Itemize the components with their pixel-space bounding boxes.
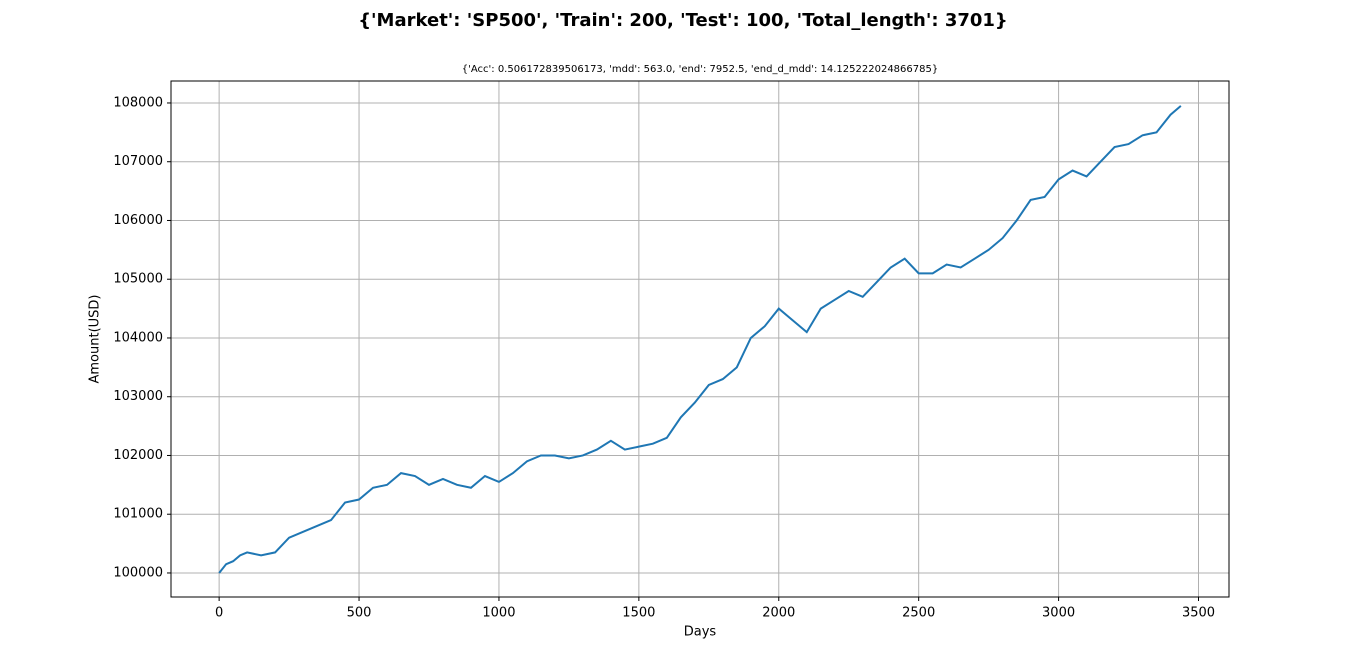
x-tick-label: 2500 (902, 606, 935, 621)
y-tick-label: 107000 (113, 154, 163, 169)
y-tick-label: 104000 (113, 330, 163, 345)
y-tick-label: 108000 (113, 95, 163, 110)
plot-frame (170, 80, 1230, 598)
x-tick-label: 500 (347, 606, 372, 621)
y-tick-label: 100000 (113, 565, 163, 580)
chart-subtitle: {'Acc': 0.506172839506173, 'mdd': 563.0,… (462, 64, 938, 75)
y-axis-label: Amount(USD) (88, 294, 103, 383)
x-tick-label: 1000 (482, 606, 515, 621)
y-tick-label: 106000 (113, 213, 163, 228)
x-tick-label: 3000 (1042, 606, 1075, 621)
y-tick-label: 102000 (113, 448, 163, 463)
x-tick-label: 0 (215, 606, 223, 621)
x-tick-label: 1500 (622, 606, 655, 621)
x-tick-label: 3500 (1182, 606, 1215, 621)
y-tick-label: 105000 (113, 272, 163, 287)
y-tick-label: 101000 (113, 507, 163, 522)
x-axis-label: Days (684, 625, 717, 640)
y-tick-label: 103000 (113, 389, 163, 404)
x-tick-label: 2000 (762, 606, 795, 621)
line-series (218, 105, 1182, 574)
chart-title: {'Market': 'SP500', 'Train': 200, 'Test'… (358, 10, 1008, 31)
